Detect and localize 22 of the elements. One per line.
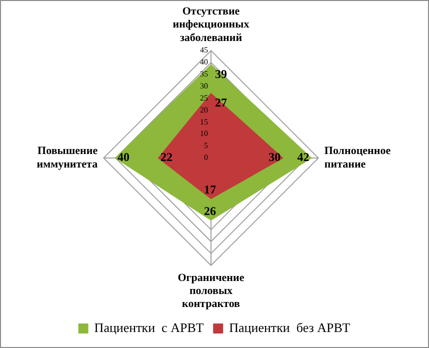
legend-label: Пациентки без АРВТ: [229, 320, 350, 335]
y-tick-label: 10: [200, 129, 208, 138]
data-label: 42: [297, 150, 310, 164]
y-tick-label: 15: [200, 117, 208, 126]
data-label: 26: [204, 204, 216, 218]
y-tick-label: 45: [200, 46, 208, 55]
data-label: 22: [160, 150, 172, 164]
spoke-label: Полноценное питание: [324, 145, 391, 170]
y-tick-label: 0: [204, 153, 208, 162]
spoke-label: Повышение иммунитета: [36, 145, 98, 170]
y-tick-label: 25: [200, 93, 208, 102]
y-tick-label: 30: [200, 81, 208, 90]
spoke-label: Ограничение половых контрактов: [178, 272, 244, 310]
legend-label: Пациентки с АРВТ: [94, 320, 204, 335]
y-tick-label: 20: [200, 105, 208, 114]
spoke-label: Отсутствие инфекционных заболеваний: [172, 5, 250, 44]
data-label: 40: [118, 150, 130, 164]
y-tick-label: 40: [200, 58, 208, 67]
y-tick-label: 5: [204, 141, 208, 150]
data-label: 17: [204, 182, 216, 197]
y-tick-label: 35: [200, 70, 208, 79]
data-label: 30: [268, 150, 281, 164]
